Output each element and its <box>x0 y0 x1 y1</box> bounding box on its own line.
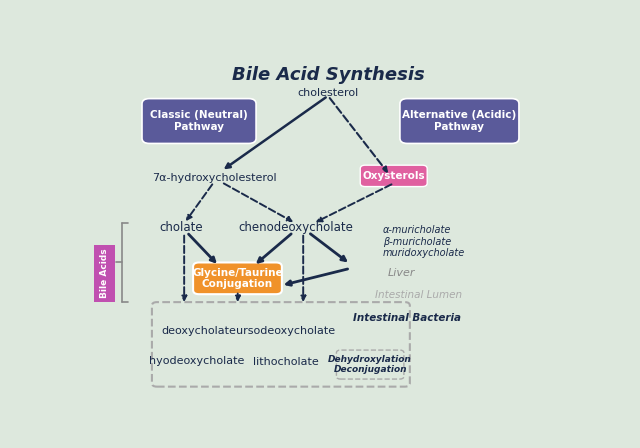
Text: Glycine/Taurine
Conjugation: Glycine/Taurine Conjugation <box>192 267 283 289</box>
Text: cholesterol: cholesterol <box>298 88 358 99</box>
Text: Oxysterols: Oxysterols <box>362 171 425 181</box>
Text: 7α-hydroxycholesterol: 7α-hydroxycholesterol <box>152 173 276 183</box>
FancyBboxPatch shape <box>360 165 428 186</box>
FancyBboxPatch shape <box>142 99 256 143</box>
Text: deoxycholate: deoxycholate <box>162 327 236 336</box>
Text: Classic (Neutral)
Pathway: Classic (Neutral) Pathway <box>150 110 248 132</box>
Text: Alternative (Acidic)
Pathway: Alternative (Acidic) Pathway <box>403 110 516 132</box>
Text: Bile Acid Synthesis: Bile Acid Synthesis <box>232 66 424 84</box>
FancyBboxPatch shape <box>400 99 519 143</box>
Text: α-muricholate
β-muricholate
muridoxycholate: α-muricholate β-muricholate muridoxychol… <box>383 225 465 258</box>
Text: Dehydroxylation
Deconjugation: Dehydroxylation Deconjugation <box>328 355 412 374</box>
Text: Liver: Liver <box>388 268 415 278</box>
FancyBboxPatch shape <box>193 263 282 294</box>
Text: ursodeoxycholate: ursodeoxycholate <box>236 327 335 336</box>
Text: lithocholate: lithocholate <box>253 358 319 367</box>
Text: cholate: cholate <box>160 221 204 234</box>
Text: hyodeoxycholate: hyodeoxycholate <box>149 356 244 366</box>
Text: chenodeoxycholate: chenodeoxycholate <box>238 221 353 234</box>
Text: Intestinal Lumen: Intestinal Lumen <box>375 290 462 300</box>
Text: Intestinal Bacteria: Intestinal Bacteria <box>353 313 461 323</box>
